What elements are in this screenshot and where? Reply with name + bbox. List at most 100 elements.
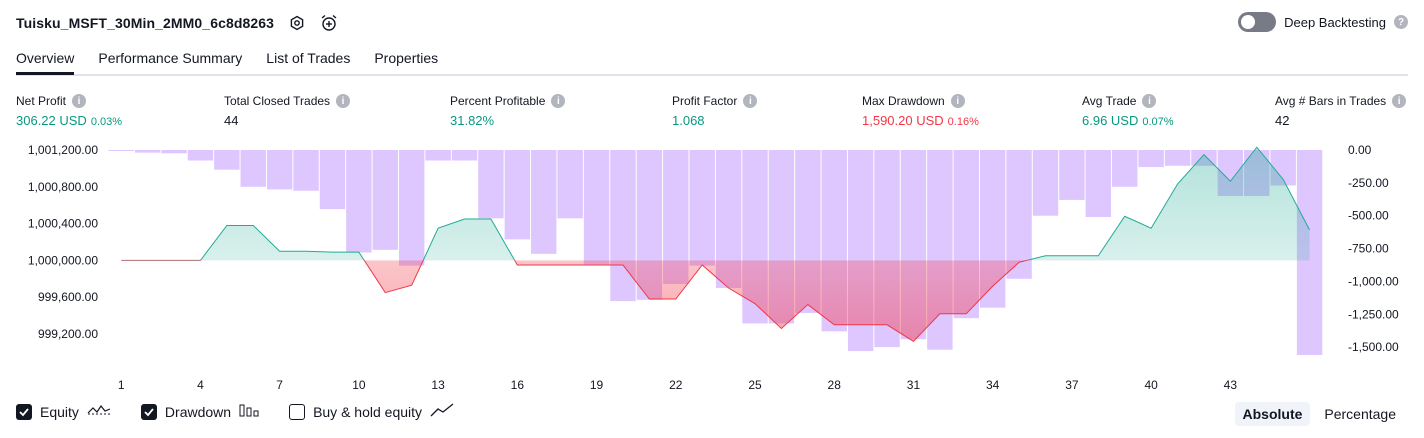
x-axis-tick: 7 [276, 378, 283, 392]
info-icon[interactable]: i [1392, 94, 1407, 108]
legend-buy-hold-equity[interactable]: Buy & hold equity [289, 402, 454, 421]
right-axis-tick: 0.00 [1348, 143, 1372, 157]
metric-label: Avg Trade [1082, 94, 1137, 108]
deep-backtesting: Deep Backtesting ? [1238, 12, 1408, 32]
x-axis-tick: 40 [1144, 378, 1158, 392]
info-icon[interactable]: i [551, 94, 566, 108]
metric-net-profit: Net Profit i 306.22 USD 0.03% [16, 93, 122, 128]
settings-icon[interactable] [288, 14, 306, 32]
drawdown-bar [161, 150, 187, 154]
left-axis-tick: 999,200.00 [38, 327, 98, 341]
drawdown-bar [266, 150, 293, 190]
metric-label: Max Drawdown [862, 94, 945, 108]
right-axis-tick: -500.00 [1348, 209, 1389, 223]
metric-label: Total Closed Trades [224, 94, 331, 108]
drawdown-bar [1164, 150, 1191, 166]
info-icon[interactable]: i [72, 94, 87, 108]
equity-line-icon [87, 402, 111, 421]
drawdown-bar [1085, 150, 1112, 218]
metric-value: 44 [224, 113, 239, 128]
tab-overview[interactable]: Overview [16, 46, 75, 75]
legend-drawdown[interactable]: Drawdown [140, 402, 259, 421]
mode-absolute[interactable]: Absolute [1234, 402, 1311, 426]
tab-performance-summary[interactable]: Performance Summary [98, 50, 243, 66]
drawdown-bar [531, 150, 557, 254]
legend-equity[interactable]: Equity [16, 402, 111, 421]
metric-label: Net Profit [16, 94, 67, 108]
drawdown-bar [451, 150, 478, 161]
buy-hold-line-icon [430, 402, 454, 421]
equity-drawdown-chart[interactable]: 1,001,200.00 1,000,800.00 1,000,400.00 1,00… [0, 138, 1424, 394]
drawdown-bar [1059, 150, 1085, 200]
metric-avg-trade: Avg Trade i 6.96 USD 0.07% [1082, 93, 1174, 128]
checkbox-checked-icon[interactable] [140, 403, 157, 420]
metric-percent: 0.07% [1142, 116, 1174, 128]
checkbox-checked-icon[interactable] [16, 403, 32, 420]
strategy-title: Tuisku_MSFT_30Min_2MM0_6c8d8263 [16, 15, 275, 31]
legend-label: Buy & hold equity [313, 403, 423, 420]
checkbox-unchecked-icon[interactable] [289, 403, 306, 420]
x-axis-tick: 10 [352, 378, 366, 392]
info-icon[interactable]: i [336, 94, 351, 108]
drawdown-bar [108, 150, 134, 151]
right-axis-tick: -1,000.00 [1348, 274, 1399, 288]
info-icon[interactable]: i [743, 94, 758, 108]
mode-percentage[interactable]: Percentage [1324, 406, 1396, 422]
left-axis-tick: 1,001,200.00 [28, 143, 98, 157]
drawdown-bar [504, 150, 531, 240]
drawdown-bar [1138, 150, 1164, 168]
drawdown-bar [293, 150, 319, 191]
deep-backtesting-toggle[interactable] [1238, 12, 1277, 32]
right-axis-tick: -750.00 [1348, 242, 1389, 256]
deep-backtesting-label: Deep Backtesting [1284, 14, 1386, 30]
info-icon[interactable]: i [1142, 94, 1157, 108]
drawdown-bar [187, 150, 214, 161]
drawdown-bar [1006, 150, 1032, 279]
right-axis-tick: -250.00 [1348, 176, 1389, 190]
left-axis-tick: 999,600.00 [38, 290, 98, 304]
drawdown-bar [610, 150, 636, 302]
metric-label: Avg # Bars in Trades [1275, 94, 1387, 108]
x-axis-tick: 34 [986, 378, 1000, 392]
info-icon[interactable]: i [950, 94, 965, 108]
right-axis-tick: -1,250.00 [1348, 307, 1399, 321]
metric-percent-profitable: Percent Profitable i 31.82% [450, 93, 566, 128]
drawdown-bar [425, 150, 451, 161]
drawdown-bar [1112, 150, 1138, 187]
add-alert-icon[interactable] [320, 14, 338, 32]
drawdown-bar [319, 150, 346, 210]
metric-value: 1.068 [672, 113, 705, 128]
equity-positive-area [121, 147, 1310, 261]
help-icon[interactable]: ? [1394, 15, 1408, 29]
drawdown-bar [398, 150, 425, 266]
equity-line-positive [121, 146, 1311, 261]
drawdown-bar [583, 150, 610, 265]
right-axis-tick: -1,500.00 [1348, 340, 1399, 354]
tab-list-of-trades[interactable]: List of Trades [266, 50, 351, 66]
report-tabs: Overview Performance Summary List of Tra… [16, 46, 1408, 76]
scale-mode-switch: Absolute Percentage [1234, 402, 1405, 426]
metric-label: Percent Profitable [450, 94, 546, 108]
tab-properties[interactable]: Properties [374, 50, 439, 66]
x-axis-tick: 22 [669, 378, 683, 392]
x-axis-tick: 31 [907, 378, 921, 392]
x-axis-tick: 4 [197, 378, 204, 392]
x-axis-tick: 37 [1065, 378, 1079, 392]
left-axis-tick: 1,000,800.00 [28, 180, 98, 194]
metrics-bar: Net Profit i 306.22 USD 0.03% Total Closed… [0, 93, 1424, 133]
x-axis-tick: 19 [590, 378, 604, 392]
metric-value: 42 [1275, 113, 1290, 128]
drawdown-bar [346, 150, 372, 253]
drawdown-bar [214, 150, 240, 170]
legend-label: Drawdown [164, 403, 232, 420]
metric-total-closed-trades: Total Closed Trades i 44 [224, 93, 351, 128]
drawdown-bar [240, 150, 266, 187]
report-header: Tuisku_MSFT_30Min_2MM0_6c8d8263 [16, 0, 338, 46]
metric-value: 31.82% [450, 113, 495, 128]
metric-value: 6.96 USD [1082, 113, 1139, 128]
x-axis-tick: 25 [748, 378, 762, 392]
metric-value: 306.22 USD [16, 113, 87, 128]
x-axis-tick: 1 [118, 378, 125, 392]
left-axis-tick: 1,000,000.00 [28, 253, 98, 267]
drawdown-bars-icon [239, 402, 259, 421]
